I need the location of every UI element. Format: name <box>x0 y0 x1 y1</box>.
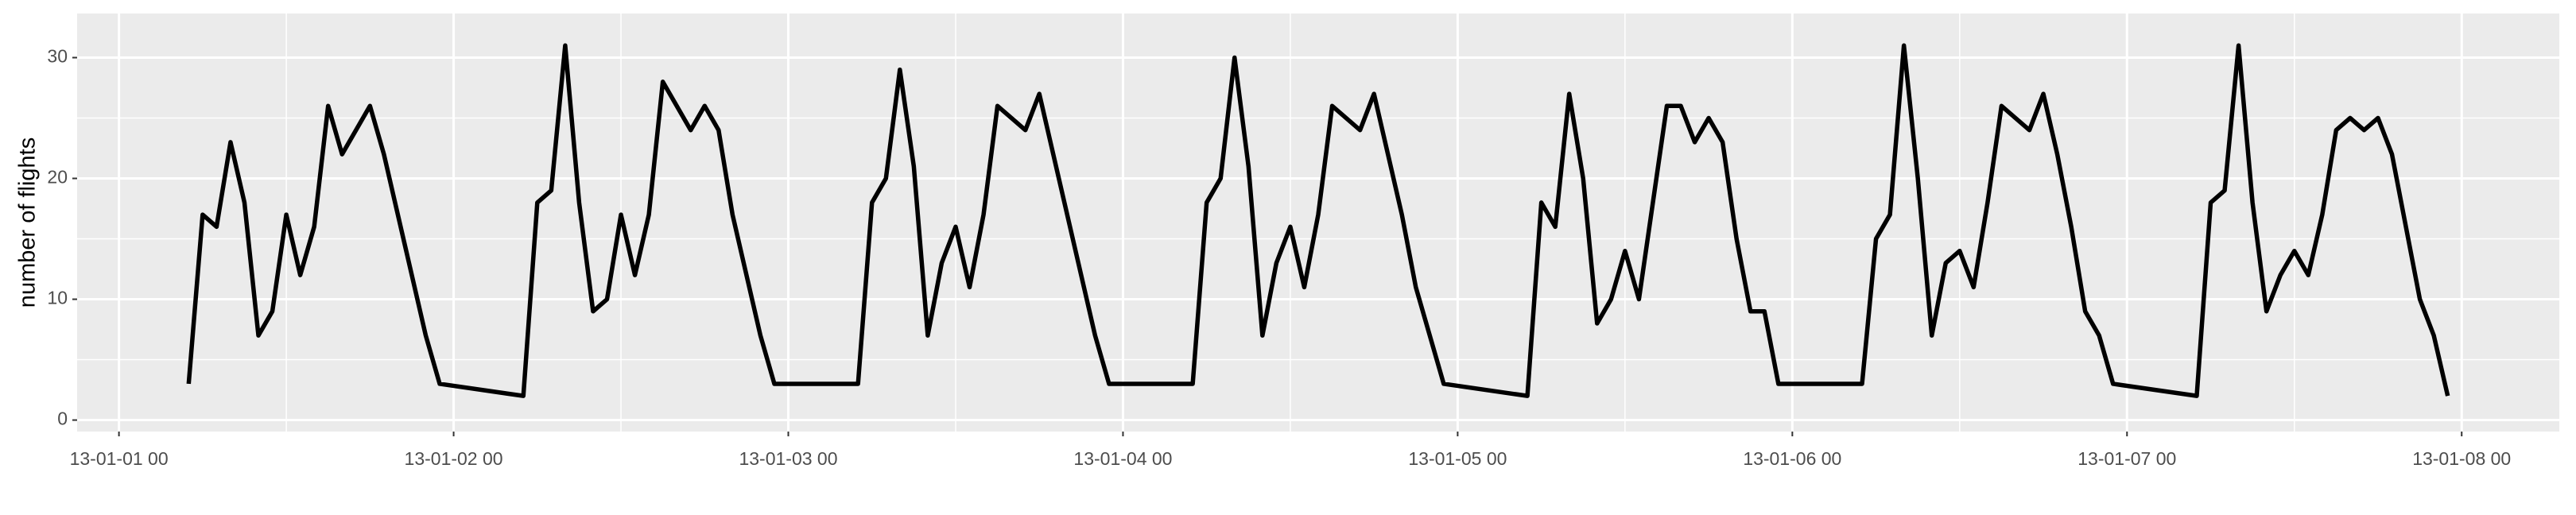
y-tick-label: 0 <box>57 409 68 429</box>
x-tick-label: 13-01-07 00 <box>2077 448 2176 469</box>
x-tick-label: 13-01-02 00 <box>405 448 503 469</box>
y-tick-label: 20 <box>47 167 68 188</box>
data-line <box>186 43 2450 398</box>
x-tick-label: 13-01-05 00 <box>1408 448 1507 469</box>
y-tick-label: 30 <box>47 46 68 67</box>
x-tick-label: 13-01-08 00 <box>2412 448 2511 469</box>
x-tick-label: 13-01-06 00 <box>1743 448 1841 469</box>
y-axis-label: number of flights <box>15 137 41 308</box>
y-tick-label: 10 <box>47 288 68 308</box>
x-tick-label: 13-01-04 00 <box>1073 448 1172 469</box>
x-tick-label: 13-01-03 00 <box>739 448 837 469</box>
x-tick-label: 13-01-01 00 <box>70 448 169 469</box>
